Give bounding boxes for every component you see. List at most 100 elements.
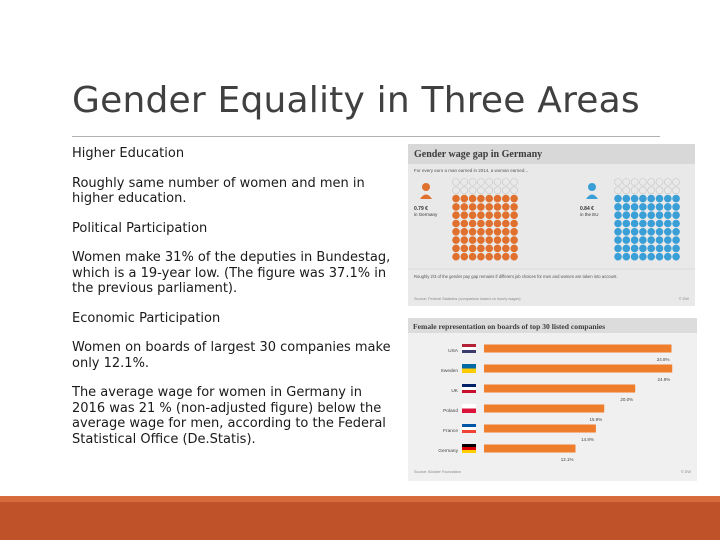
section-heading-political: Political Participation [72, 220, 208, 236]
coin-icon [622, 194, 631, 203]
coin-icon [639, 244, 647, 253]
coin-icon [663, 228, 672, 236]
coin-icon [477, 252, 485, 261]
bar [484, 404, 605, 413]
coin-icon [460, 244, 469, 253]
flag-icon-poland [462, 404, 476, 413]
coin-icon [647, 219, 655, 228]
coin-icon [477, 186, 485, 195]
coin-icon [485, 219, 493, 228]
coin-icon [452, 186, 460, 195]
coin-icon [630, 252, 639, 261]
coin-icon [510, 178, 518, 186]
coin-icon [468, 236, 477, 244]
coin-icon [452, 211, 460, 219]
coin-icon [672, 194, 680, 203]
coin-icon [672, 219, 680, 228]
coin-grid-germany [452, 178, 518, 261]
coin-icon [655, 203, 664, 211]
coin-icon [477, 236, 485, 244]
coin-icon [672, 228, 680, 236]
coin-icon [663, 219, 672, 228]
coin-icon [614, 228, 622, 236]
coin-icon [639, 228, 647, 236]
coin-icon [639, 236, 647, 244]
board-chart-graphic: Female representation on boards of top 3… [408, 318, 697, 474]
coin-icon [663, 186, 672, 195]
coin-icon [672, 203, 680, 211]
bar [484, 364, 673, 373]
coin-icon [622, 244, 631, 253]
coin-icon [622, 252, 631, 261]
coin-icon [639, 203, 647, 211]
coin-icon [502, 211, 510, 219]
coin-icon [452, 219, 460, 228]
coin-icon [468, 211, 477, 219]
section-text-economic: Women on boards of largest 30 companies … [72, 340, 391, 371]
section-text-wage: The average wage for women in Germany in… [72, 385, 386, 447]
coin-icon [614, 219, 622, 228]
coin-icon [493, 244, 502, 253]
coin-icon [655, 219, 664, 228]
coin-icon [655, 228, 664, 236]
coin-icon [614, 186, 622, 195]
coin-icon [663, 236, 672, 244]
coin-icon [477, 178, 485, 186]
coin-icon [639, 194, 647, 203]
coin-icon [630, 178, 639, 186]
germany-label: in Germany [414, 212, 438, 217]
coin-icon [452, 244, 460, 253]
coin-icon [622, 178, 631, 186]
bar-category-label: UK [451, 388, 458, 394]
wage-gap-credit: © DW [679, 297, 690, 301]
man-icon [586, 183, 598, 199]
coin-icon [493, 178, 502, 186]
coin-icon [502, 219, 510, 228]
coin-icon [452, 203, 460, 211]
title-divider [72, 136, 660, 137]
coin-icon [502, 194, 510, 203]
coin-icon [510, 252, 518, 261]
coin-icon [639, 219, 647, 228]
coin-icon [614, 178, 622, 186]
coin-icon [622, 211, 631, 219]
coin-icon [630, 203, 639, 211]
coin-icon [663, 194, 672, 203]
coin-icon [460, 186, 469, 195]
coin-icon [468, 228, 477, 236]
coin-icon [655, 244, 664, 253]
coin-icon [468, 194, 477, 203]
coin-icon [477, 203, 485, 211]
wage-gap-source: Source: Federal Statistics (comparison b… [414, 297, 521, 301]
coin-icon [460, 194, 469, 203]
coin-icon [510, 236, 518, 244]
coin-icon [639, 211, 647, 219]
coin-grid-eu [614, 178, 680, 261]
eu-value: 0.84 € [580, 206, 594, 212]
coin-icon [630, 228, 639, 236]
coin-icon [663, 252, 672, 261]
coin-icon [663, 211, 672, 219]
coin-icon [655, 236, 664, 244]
footer-accent [0, 496, 720, 502]
coin-icon [639, 252, 647, 261]
coin-icon [477, 219, 485, 228]
coin-icon [502, 228, 510, 236]
coin-icon [647, 236, 655, 244]
board-source: Source: Böckler Foundation [414, 470, 461, 474]
coin-icon [493, 236, 502, 244]
coin-icon [485, 194, 493, 203]
flag-icon-france [462, 424, 476, 433]
coin-icon [485, 252, 493, 261]
bar-category-label: Poland [443, 408, 458, 414]
coin-icon [485, 211, 493, 219]
coin-icon [460, 252, 469, 261]
coin-icon [493, 252, 502, 261]
coin-icon [614, 211, 622, 219]
coin-icon [485, 236, 493, 244]
coin-icon [647, 203, 655, 211]
coin-icon [493, 194, 502, 203]
coin-icon [630, 219, 639, 228]
bar-value-label: 20.0% [620, 397, 633, 402]
bar-group: USA 24.8% Sweden 24.9% UK 20.0% Poland 15.9% Fra… [438, 344, 673, 462]
